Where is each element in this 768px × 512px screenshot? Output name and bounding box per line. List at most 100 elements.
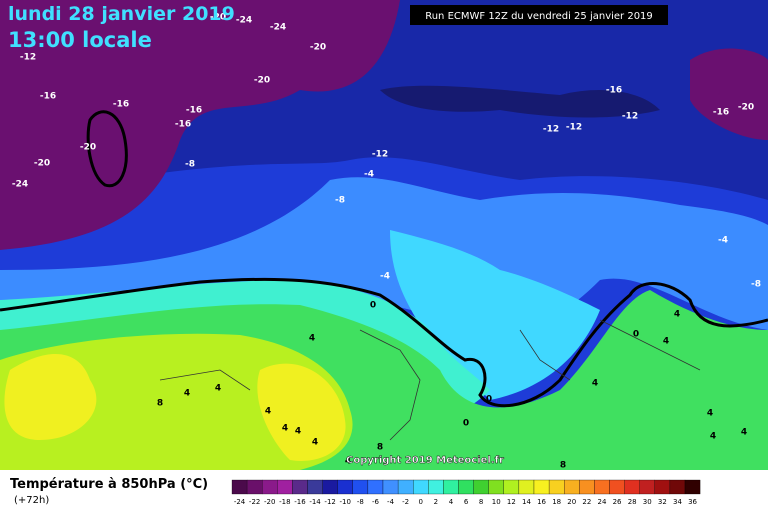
scale-swatch <box>579 479 595 495</box>
contour-label: 8 <box>157 399 163 409</box>
scale-swatch <box>262 479 278 495</box>
warm-area <box>0 333 353 470</box>
contour-label: -24 <box>236 16 252 26</box>
contour-label: -16 <box>175 120 191 130</box>
contour-label: 4 <box>282 424 288 434</box>
scale-label: 34 <box>673 498 682 506</box>
contour-label: 4 <box>295 427 301 437</box>
contour-label: 4 <box>309 334 315 344</box>
contour-label: -12 <box>566 123 582 133</box>
scale-label: 16 <box>537 498 546 506</box>
scale-label: 26 <box>613 498 622 506</box>
scale-label: -2 <box>402 498 409 506</box>
cool-area <box>390 230 600 400</box>
scale-swatch <box>382 479 399 495</box>
contour-label: 4 <box>312 438 318 448</box>
contour-label: -4 <box>718 236 728 246</box>
contour-label: -16 <box>113 100 129 110</box>
time: 13:00 locale <box>8 28 152 52</box>
scale-swatch <box>669 479 686 495</box>
contour-label: -16 <box>606 86 622 96</box>
contour-label: -16 <box>186 106 202 116</box>
contour-labels: -20 -24-24-20-12-20-16-16-16-16-20-20-24-… <box>12 13 761 471</box>
scale-label: -24 <box>234 498 246 506</box>
scale-swatch <box>246 479 263 495</box>
scale-label: 0 <box>419 498 423 506</box>
contour-label: -12 <box>372 150 388 160</box>
isotherm <box>86 110 128 188</box>
scale-label: 30 <box>643 498 652 506</box>
scale-label: 4 <box>449 498 454 506</box>
contour-label: 4 <box>265 407 271 417</box>
contour-label: -12 <box>622 112 638 122</box>
coastline <box>159 319 701 441</box>
scale-label: -20 <box>264 498 275 506</box>
contour-label: 8 <box>377 443 383 453</box>
contour-label: -16 <box>40 92 56 102</box>
warm-area <box>4 353 346 461</box>
contour-label: 4 <box>345 457 351 467</box>
very-cold-area <box>0 0 400 250</box>
scale-label: 8 <box>479 498 483 506</box>
contour-label: 0 <box>370 301 376 311</box>
cool-area <box>0 177 768 333</box>
scale-swatch <box>503 479 520 495</box>
scale-label: 6 <box>464 498 469 506</box>
scale-label: 12 <box>507 498 516 506</box>
scale-swatch <box>639 479 655 495</box>
contour-label: 4 <box>663 337 669 347</box>
scale-swatch <box>473 479 489 495</box>
copyright: Copyright 2019 Meteociel.fr <box>346 455 504 466</box>
scale-swatch <box>277 479 293 495</box>
scale-label: 24 <box>597 498 606 506</box>
scale-swatch <box>488 479 504 495</box>
scale-swatch <box>624 479 640 495</box>
scale-label: -12 <box>324 498 335 506</box>
scale-swatch <box>367 479 384 495</box>
contour-label: -20 <box>210 13 226 23</box>
scale-swatch <box>564 479 580 495</box>
contour-label: -4 <box>364 170 374 180</box>
contour-label: 4 <box>674 310 680 320</box>
scale-label: -16 <box>294 498 306 506</box>
very-cold-area <box>690 48 768 140</box>
scale-label: 32 <box>658 498 667 506</box>
contour-label: -8 <box>335 196 345 206</box>
scale-swatch <box>684 479 701 495</box>
scale-swatch <box>428 479 444 495</box>
contour-label: -16 <box>713 108 729 118</box>
contour-label: -4 <box>380 272 390 282</box>
legend-subtitle: (+72h) <box>14 495 49 506</box>
scale-swatch <box>594 479 610 495</box>
scale-label: 22 <box>582 498 591 506</box>
scale-label: -4 <box>387 498 395 506</box>
scale-label: 28 <box>628 498 637 506</box>
color-scale: -24 -22 -20 -18 -16 -14 -12 -10 -8 -6 -4 -2 0 2 4 6 8 10 1… <box>231 479 701 506</box>
cold-area <box>380 85 660 118</box>
contour-label: 8 <box>560 461 566 471</box>
contour-label: 0 <box>463 419 469 429</box>
scale-label: -18 <box>279 498 290 506</box>
contour-label: -20 <box>310 43 326 53</box>
scale-swatch <box>337 479 353 495</box>
scale-label: 36 <box>688 498 697 506</box>
scale-swatch <box>307 479 323 495</box>
scale-label: 18 <box>552 498 561 506</box>
contour-label: -24 <box>270 23 286 33</box>
scale-swatch <box>458 479 474 495</box>
scale-label: -22 <box>249 498 260 506</box>
scale-swatch <box>352 479 369 495</box>
contour-label: 4 <box>184 389 190 399</box>
scale-swatch <box>548 479 565 495</box>
scale-label: 20 <box>567 498 576 506</box>
contour-label: -12 <box>543 125 559 135</box>
contour-label: 0 <box>633 330 639 340</box>
contour-label: -20 <box>254 76 270 86</box>
scale-swatch <box>609 479 625 495</box>
scale-swatch <box>231 479 248 495</box>
scale-label: 14 <box>522 498 531 506</box>
scale-swatch <box>322 479 338 495</box>
scale-swatch <box>654 479 671 495</box>
contour-label: -20 <box>738 103 754 113</box>
